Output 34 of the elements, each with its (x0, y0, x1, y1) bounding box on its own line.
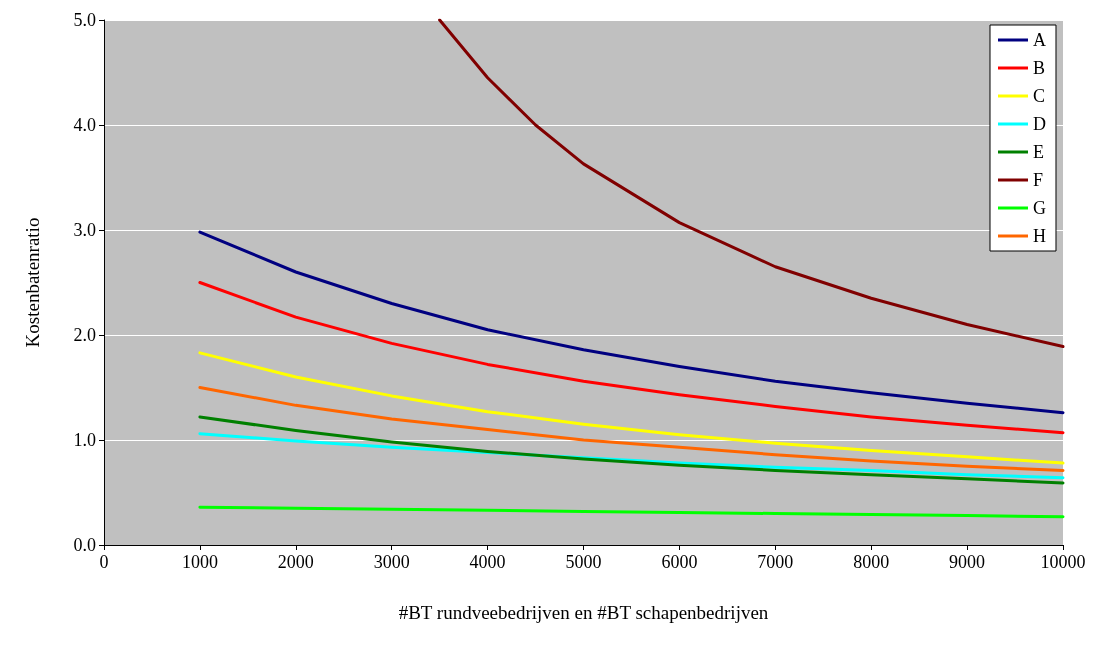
x-tick-label: 10000 (1040, 552, 1086, 572)
x-tick-label: 1000 (181, 552, 218, 572)
line-series (198, 281, 1065, 435)
y-tick-label: 0.0 (73, 535, 96, 555)
y-tick-label: 1.0 (73, 430, 96, 450)
line-series (198, 386, 1065, 472)
legend-label: C (1033, 86, 1046, 106)
legend-label: A (1033, 30, 1046, 50)
x-tick-label: 0 (99, 552, 109, 572)
line-series (198, 230, 1065, 415)
x-tick-label: 4000 (469, 552, 506, 572)
line-series (198, 415, 1065, 485)
legend-label: E (1033, 142, 1044, 162)
x-axis-title: #BT rundveebedrijven en #BT schapenbedrijven (398, 602, 769, 623)
legend-label: H (1033, 226, 1046, 246)
x-tick-label: 6000 (661, 552, 698, 572)
legend-label: D (1033, 114, 1046, 134)
y-tick-label: 4.0 (73, 115, 96, 135)
line-series (438, 18, 1065, 349)
y-tick-label: 5.0 (73, 10, 96, 30)
y-axis-title: Kostenbatenratio (22, 217, 43, 348)
line-series (198, 351, 1065, 465)
y-tick-label: 2.0 (73, 325, 96, 345)
x-tick-label: 8000 (853, 552, 890, 572)
legend-label: G (1033, 198, 1046, 218)
x-tick-label: 3000 (373, 552, 410, 572)
line-series (198, 505, 1065, 519)
legend-label: B (1033, 58, 1046, 78)
x-tick-label: 5000 (565, 552, 602, 572)
legend-label: F (1033, 170, 1044, 190)
x-tick-label: 2000 (277, 552, 314, 572)
x-tick-label: 7000 (757, 552, 794, 572)
y-tick-label: 3.0 (73, 220, 96, 240)
x-tick-label: 9000 (949, 552, 986, 572)
